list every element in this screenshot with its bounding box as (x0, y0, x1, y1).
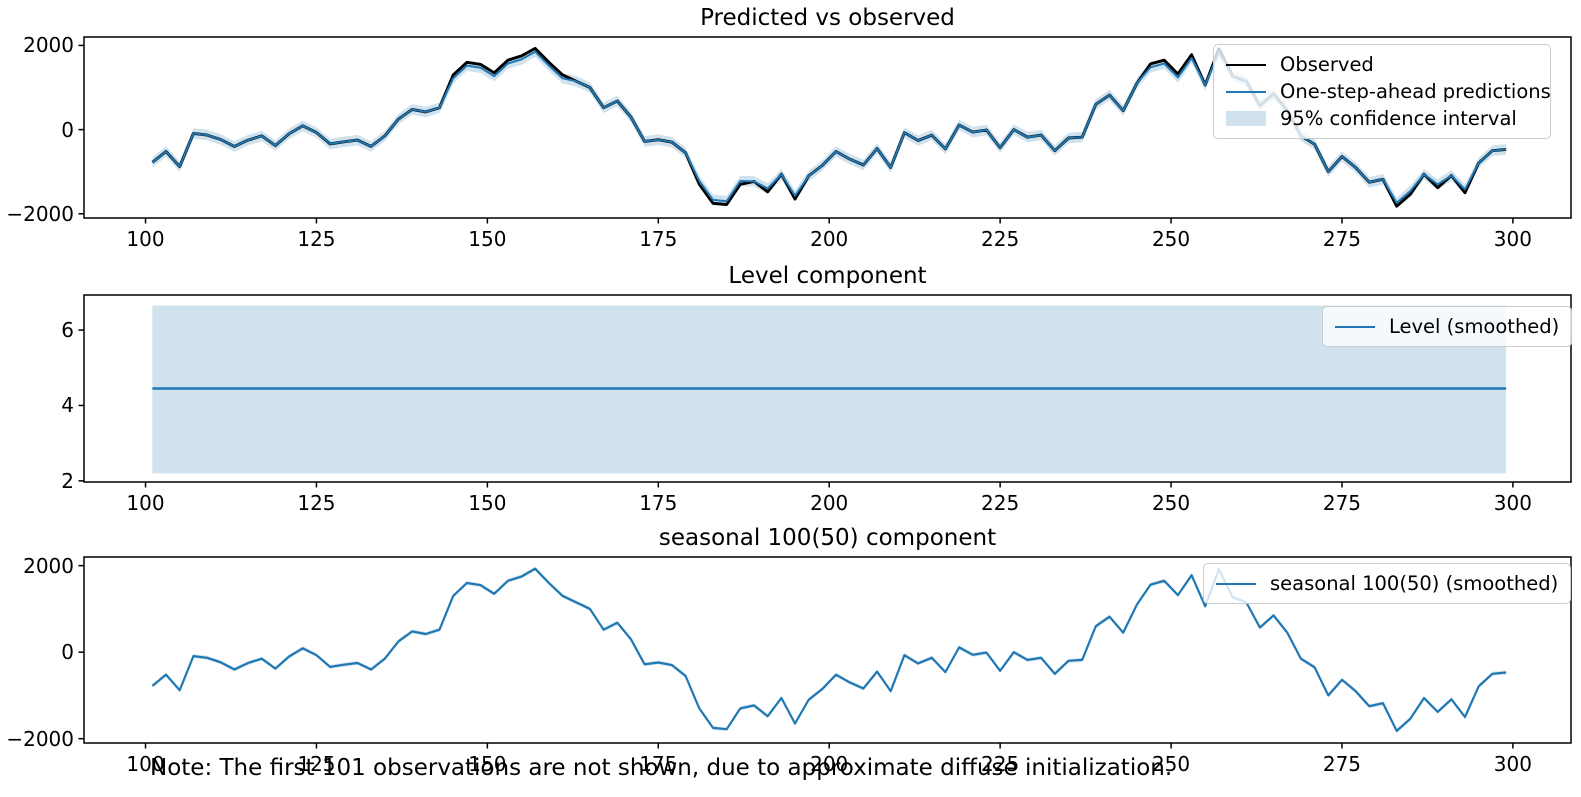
legend-label: seasonal 100(50) (smoothed) (1270, 572, 1559, 595)
legend-item-predictions: One-step-ahead predictions (1226, 78, 1551, 105)
figure-note: Note: The first 101 observations are not… (150, 755, 1173, 781)
confidence-band-swatch-icon (1226, 111, 1266, 126)
chart1-legend: Observed One-step-ahead predictions 95% … (1213, 44, 1551, 139)
x-tick-label: 300 (1493, 491, 1532, 515)
x-tick-label: 275 (1322, 227, 1362, 251)
x-tick-label: 100 (126, 752, 165, 776)
x-tick-label: 125 (297, 491, 336, 515)
x-tick-label: 200 (810, 752, 849, 776)
legend-item-confidence: 95% confidence interval (1226, 105, 1538, 132)
x-tick-label: 225 (981, 227, 1020, 251)
x-tick-label: 175 (639, 227, 678, 251)
x-tick-label: 225 (981, 752, 1020, 776)
legend-label: Observed (1280, 53, 1374, 76)
x-tick-label: 100 (126, 227, 165, 251)
y-tick-label: 6 (61, 318, 74, 343)
y-tick-label: −2000 (6, 201, 74, 226)
y-tick-label: 2000 (23, 553, 74, 578)
x-tick-label: 150 (468, 491, 507, 515)
legend-label: 95% confidence interval (1280, 107, 1517, 130)
x-tick-label: 275 (1322, 752, 1362, 776)
chart2-legend: Level (smoothed) (1322, 306, 1573, 347)
x-tick-label: 250 (1151, 752, 1191, 776)
x-tick-label: 100 (126, 491, 165, 515)
legend-item-observed: Observed (1226, 51, 1538, 78)
chart1-title: Predicted vs observed (700, 5, 955, 31)
axes-frame (83, 36, 1572, 219)
observed-line-swatch-icon (1226, 63, 1266, 66)
x-tick-label: 225 (981, 491, 1020, 515)
chart3-legend: seasonal 100(50) (smoothed) (1203, 563, 1572, 604)
seasonal-line-swatch-icon (1216, 582, 1256, 585)
chart3-title: seasonal 100(50) component (658, 525, 997, 551)
x-tick-label: 275 (1322, 491, 1362, 515)
x-tick-label: 250 (1151, 491, 1191, 515)
y-tick-label: 4 (61, 393, 74, 418)
x-tick-label: 250 (1151, 227, 1191, 251)
seasonal-line (151, 567, 1507, 732)
x-tick-label: 200 (810, 491, 849, 515)
axes-frame (83, 294, 1572, 483)
y-tick-label: 0 (61, 117, 74, 142)
level-line-swatch-icon (1335, 325, 1375, 328)
x-tick-label: 175 (639, 752, 678, 776)
x-tick-label: 150 (468, 752, 507, 776)
legend-item-seasonal: seasonal 100(50) (smoothed) (1216, 570, 1558, 597)
y-tick-label: 2 (61, 468, 74, 493)
axes-frame (83, 556, 1572, 744)
legend-label: Level (smoothed) (1389, 315, 1560, 338)
x-tick-label: 125 (297, 752, 336, 776)
legend-item-level: Level (smoothed) (1335, 313, 1559, 340)
y-tick-label: 2000 (23, 33, 74, 58)
chart2-title: Level component (728, 263, 927, 289)
x-tick-label: 175 (639, 491, 678, 515)
legend-label: One-step-ahead predictions (1280, 80, 1551, 103)
x-tick-label: 300 (1493, 752, 1532, 776)
x-tick-label: 125 (297, 227, 336, 251)
x-tick-label: 150 (468, 227, 507, 251)
y-tick-label: 0 (61, 640, 74, 665)
x-tick-label: 200 (810, 227, 849, 251)
y-tick-label: −2000 (6, 726, 74, 751)
prediction-line-swatch-icon (1226, 90, 1266, 93)
x-tick-label: 300 (1493, 227, 1532, 251)
